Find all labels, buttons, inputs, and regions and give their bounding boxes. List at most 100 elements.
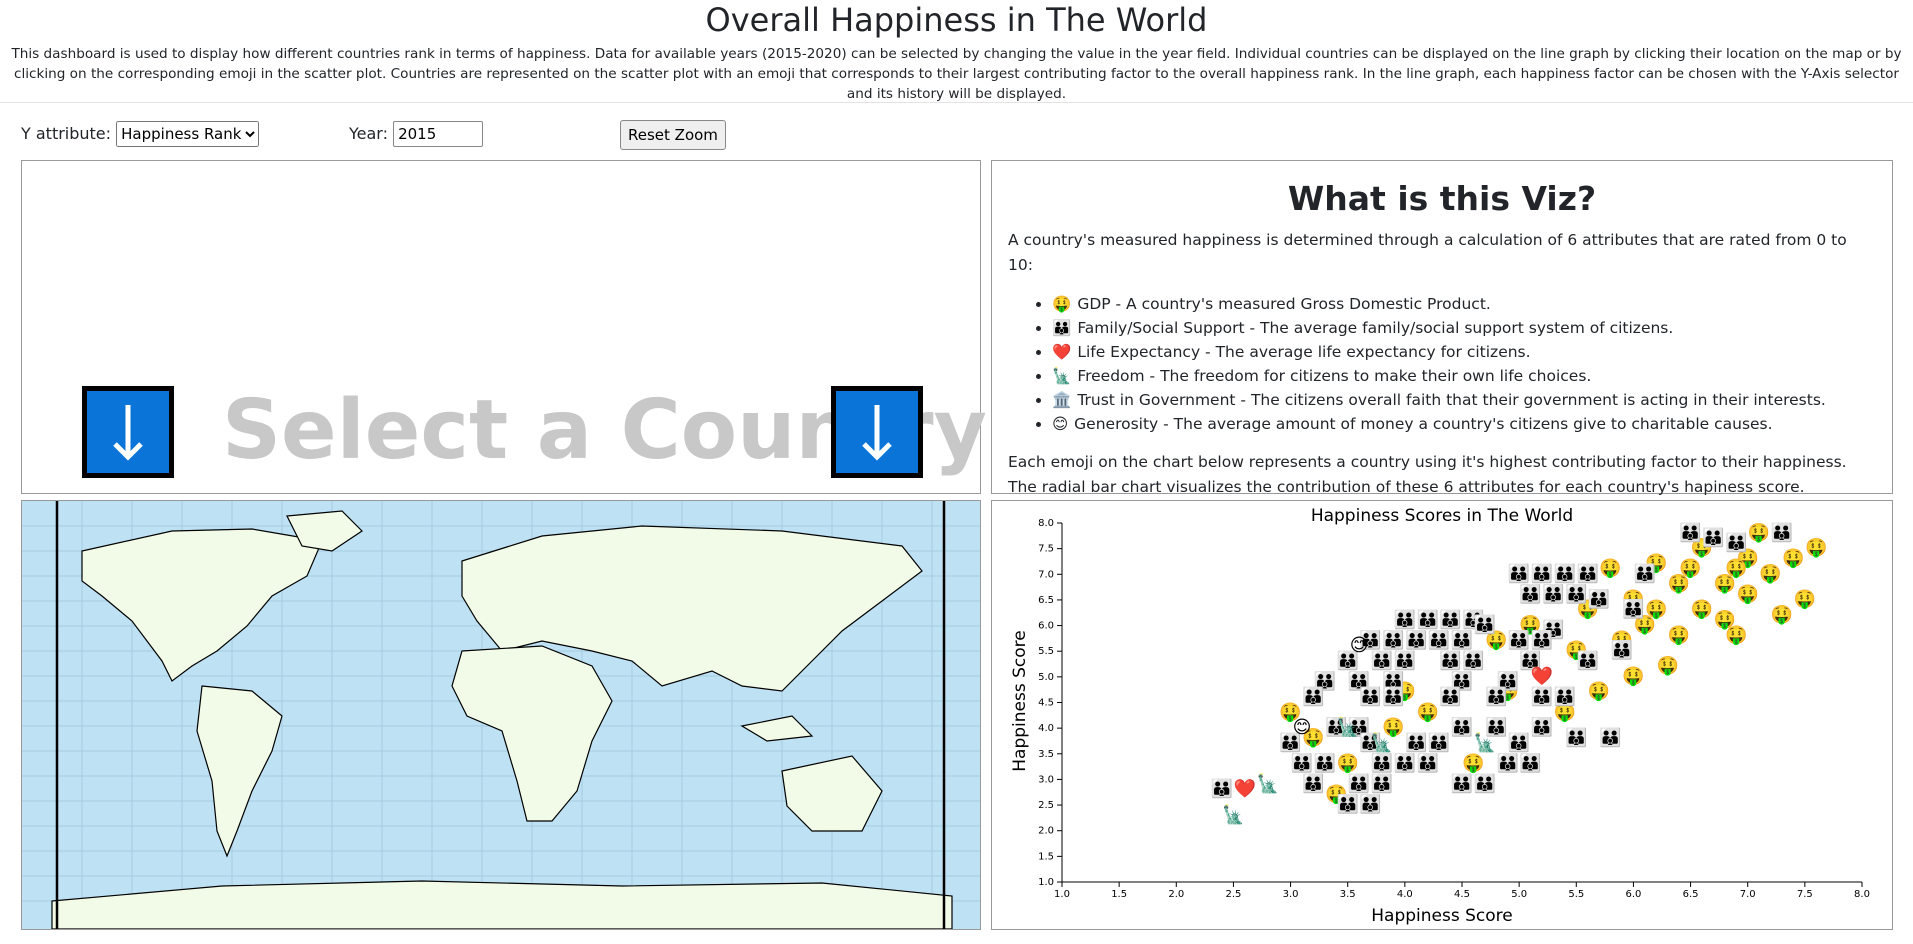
country-emoji[interactable]: 👪 [1325, 716, 1347, 738]
country-emoji[interactable]: 👪 [1611, 639, 1633, 661]
country-emoji[interactable]: 👪 [1519, 649, 1541, 671]
country-emoji[interactable]: 😊 [1293, 717, 1312, 738]
country-emoji[interactable]: 👪 [1771, 521, 1793, 543]
country-emoji[interactable]: 🤑 [1645, 599, 1667, 620]
country-emoji[interactable]: 😊 [1350, 635, 1369, 656]
country-emoji[interactable]: 👪 [1508, 732, 1530, 754]
country-emoji[interactable]: 🤑 [1302, 727, 1324, 748]
country-emoji[interactable]: 👪 [1359, 629, 1381, 651]
country-emoji[interactable]: 👪 [1508, 629, 1530, 651]
country-emoji[interactable]: 👪 [1382, 629, 1404, 651]
country-emoji[interactable]: 👪 [1417, 752, 1439, 774]
country-emoji[interactable]: 👪 [1439, 649, 1461, 671]
country-emoji[interactable]: 👪 [1302, 685, 1324, 707]
country-emoji[interactable]: 👪 [1405, 732, 1427, 754]
country-emoji[interactable]: 👪 [1348, 773, 1370, 795]
country-emoji[interactable]: 👪 [1565, 583, 1587, 605]
country-emoji[interactable]: 🤑 [1679, 558, 1701, 579]
country-emoji[interactable]: 👪 [1371, 773, 1393, 795]
country-emoji[interactable]: 👪 [1702, 526, 1724, 548]
country-emoji[interactable]: 👪 [1337, 649, 1359, 671]
country-emoji[interactable]: 👪 [1462, 649, 1484, 671]
country-emoji[interactable]: 👪 [1394, 752, 1416, 774]
country-emoji[interactable]: 🤑 [1645, 553, 1667, 574]
country-emoji[interactable]: 🤑 [1394, 681, 1416, 702]
country-emoji[interactable]: 🗽 [1337, 716, 1359, 738]
country-emoji[interactable]: 👪 [1531, 716, 1553, 738]
country-emoji[interactable]: 👪 [1359, 793, 1381, 815]
country-emoji[interactable]: 👪 [1451, 716, 1473, 738]
country-emoji[interactable]: 👪 [1485, 685, 1507, 707]
country-emoji[interactable]: 👪 [1474, 773, 1496, 795]
country-emoji[interactable]: 👪 [1531, 562, 1553, 584]
country-emoji[interactable]: 👪 [1451, 629, 1473, 651]
country-emoji[interactable]: 🤑 [1485, 630, 1507, 651]
year-input[interactable] [393, 121, 484, 147]
country-emoji[interactable]: 👪 [1405, 629, 1427, 651]
country-emoji[interactable]: 🤑 [1691, 599, 1713, 620]
country-emoji[interactable]: 🤑 [1737, 584, 1759, 605]
country-emoji[interactable]: 👪 [1337, 793, 1359, 815]
country-emoji[interactable]: 👪 [1394, 608, 1416, 630]
country-emoji[interactable]: 👪 [1474, 614, 1496, 636]
country-emoji[interactable]: 👪 [1394, 649, 1416, 671]
country-emoji[interactable]: 👪 [1531, 685, 1553, 707]
country-emoji[interactable]: 🤑 [1634, 615, 1656, 636]
country-emoji[interactable]: 👪 [1462, 608, 1484, 630]
country-emoji[interactable]: 👪 [1348, 716, 1370, 738]
reset-zoom-button[interactable]: Reset Zoom [620, 120, 726, 150]
country-emoji[interactable]: 👪 [1451, 670, 1473, 692]
country-emoji[interactable]: 👪 [1725, 532, 1747, 554]
country-emoji[interactable]: 🗽 [1474, 732, 1496, 754]
country-emoji[interactable]: 👪 [1314, 670, 1336, 692]
country-emoji[interactable]: 👪 [1577, 649, 1599, 671]
country-emoji[interactable]: ❤️ [1234, 779, 1257, 800]
country-emoji[interactable]: 👪 [1679, 521, 1701, 543]
country-emoji[interactable]: 🤑 [1748, 522, 1770, 543]
country-emoji[interactable]: 🤑 [1657, 656, 1679, 677]
country-emoji[interactable]: 🤑 [1668, 574, 1690, 595]
country-emoji[interactable]: 🤑 [1565, 640, 1587, 661]
country-emoji[interactable]: 👪 [1577, 562, 1599, 584]
country-emoji[interactable]: 👪 [1314, 752, 1336, 774]
country-emoji[interactable]: 🤑 [1611, 630, 1633, 651]
country-emoji[interactable]: 👪 [1519, 752, 1541, 774]
country-emoji[interactable]: 👪 [1359, 685, 1381, 707]
country-emoji[interactable]: 🤑 [1668, 625, 1690, 646]
country-emoji[interactable]: 🤑 [1279, 702, 1301, 723]
country-emoji[interactable]: 👪 [1565, 726, 1587, 748]
country-emoji[interactable]: 👪 [1634, 562, 1656, 584]
countries[interactable] [51, 510, 953, 929]
country-emoji[interactable]: 👪 [1382, 670, 1404, 692]
country-emoji[interactable]: 👪 [1519, 583, 1541, 605]
country-emoji[interactable]: 👪 [1542, 583, 1564, 605]
country-emoji[interactable]: 👪 [1359, 732, 1381, 754]
country-emoji[interactable]: 🤑 [1554, 702, 1576, 723]
country-emoji[interactable]: 👪 [1531, 629, 1553, 651]
country-emoji[interactable]: 👪 [1428, 629, 1450, 651]
country-emoji[interactable]: 👪 [1451, 773, 1473, 795]
country-emoji[interactable]: 👪 [1554, 685, 1576, 707]
country-emoji[interactable]: 🤑 [1725, 558, 1747, 579]
country-emoji[interactable]: 🤑 [1417, 702, 1439, 723]
country-emoji[interactable]: 🤑 [1622, 589, 1644, 610]
country-emoji[interactable]: 👪 [1439, 608, 1461, 630]
world-map-panel[interactable] [21, 500, 981, 930]
country-emoji[interactable]: 🤑 [1382, 717, 1404, 738]
country-emoji[interactable]: 🤑 [1622, 666, 1644, 687]
country-emoji[interactable]: 👪 [1622, 598, 1644, 620]
country-emoji[interactable]: 👪 [1485, 716, 1507, 738]
country-emoji[interactable]: 👪 [1302, 773, 1324, 795]
country-emoji[interactable]: 🤑 [1737, 548, 1759, 569]
country-emoji[interactable]: 🤑 [1325, 784, 1347, 805]
country-emoji[interactable]: 🤑 [1725, 625, 1747, 646]
country-emoji[interactable]: 🤑 [1714, 609, 1736, 630]
country-emoji[interactable]: 🤑 [1714, 574, 1736, 595]
country-emoji[interactable]: 👪 [1588, 588, 1610, 610]
country-emoji[interactable]: 🤑 [1588, 681, 1610, 702]
country-emoji[interactable]: 🤑 [1497, 681, 1519, 702]
country-emoji[interactable]: 👪 [1497, 670, 1519, 692]
country-emoji[interactable]: 👪 [1417, 608, 1439, 630]
country-emoji[interactable]: 🤑 [1462, 753, 1484, 774]
country-emoji[interactable]: 🤑 [1577, 599, 1599, 620]
